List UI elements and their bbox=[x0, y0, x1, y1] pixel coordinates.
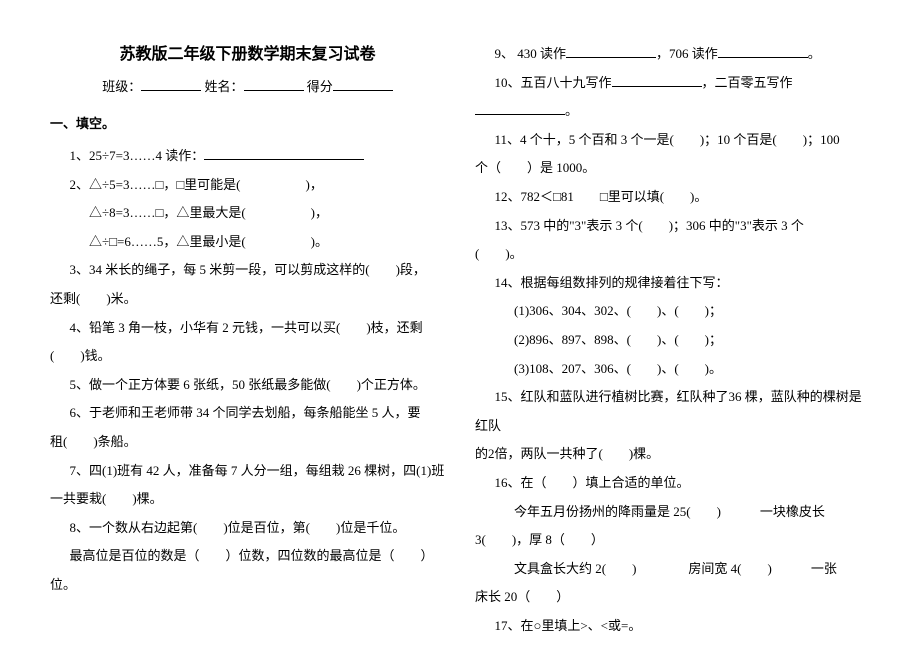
name-blank bbox=[244, 77, 304, 91]
question-13: 13、573 中的"3"表示 3 个( )；306 中的"3"表示 3 个 bbox=[475, 212, 870, 241]
header-fields: 班级： 姓名： 得分 bbox=[50, 76, 445, 95]
q10-blank1 bbox=[612, 73, 702, 87]
right-column: 9、 430 读作，706 读作。 10、五百八十九写作，二百零五写作。 11、… bbox=[475, 40, 870, 610]
score-label: 得分 bbox=[307, 79, 333, 94]
question-6b: 租( )条船。 bbox=[50, 428, 445, 457]
question-7b: 一共要栽( )棵。 bbox=[50, 485, 445, 514]
question-2c: △÷□=6……5，△里最小是( )。 bbox=[50, 228, 445, 257]
exam-title: 苏教版二年级下册数学期末复习试卷 bbox=[50, 40, 445, 64]
question-14: 14、根据每组数排列的规律接着往下写： bbox=[475, 269, 870, 298]
question-14a: (1)306、304、302、( )、( )； bbox=[475, 297, 870, 326]
question-16: 16、在（ ）填上合适的单位。 bbox=[475, 469, 870, 498]
score-blank bbox=[333, 77, 393, 91]
question-2b: △÷8=3……□，△里最大是( )， bbox=[50, 199, 445, 228]
question-3: 3、34 米长的绳子，每 5 米剪一段，可以剪成这样的( )段， bbox=[50, 256, 445, 285]
question-6: 6、于老师和王老师带 34 个同学去划船，每条船能坐 5 人，要 bbox=[50, 399, 445, 428]
question-9: 9、 430 读作 ，706 读作 。 bbox=[475, 40, 870, 69]
class-label: 班级： bbox=[102, 79, 141, 94]
name-label: 姓名： bbox=[204, 79, 243, 94]
question-12: 12、782＜□81 □里可以填( )。 bbox=[475, 183, 870, 212]
class-blank bbox=[141, 77, 201, 91]
question-10: 10、五百八十九写作 ，二百零五写作。 bbox=[475, 69, 870, 126]
question-16a2: 3( )，厚 8（ ） bbox=[475, 526, 870, 555]
q9-text1: 9、 430 读作 bbox=[495, 46, 567, 61]
q1-text: 1、25÷7=3……4 读作： bbox=[70, 148, 205, 163]
question-8c: 位。 bbox=[50, 571, 445, 600]
q9-blank1 bbox=[566, 44, 656, 58]
question-8b: 最高位是百位的数是（ ）位数，四位数的最高位是（ ） bbox=[50, 542, 445, 571]
question-15: 15、红队和蓝队进行植树比赛，红队种了36 棵，蓝队种的棵树是红队 bbox=[475, 383, 870, 440]
question-11: 11、4 个十，5 个百和 3 个一是( )；10 个百是( )；100 bbox=[475, 126, 870, 155]
question-4: 4、铅笔 3 角一枝，小华有 2 元钱，一共可以买( )枝，还剩 bbox=[50, 314, 445, 343]
question-4b: ( )钱。 bbox=[50, 342, 445, 371]
q9-text2: ，706 读作 bbox=[656, 46, 718, 61]
question-16b: 文具盒长大约 2( ) 房间宽 4( ) 一张 bbox=[475, 555, 870, 584]
question-8: 8、一个数从右边起第( )位是百位，第( )位是千位。 bbox=[50, 514, 445, 543]
question-1: 1、25÷7=3……4 读作： bbox=[50, 142, 445, 171]
question-16b2: 床长 20（ ） bbox=[475, 583, 870, 612]
q10-blank2 bbox=[475, 101, 565, 115]
q10-text2: ，二百零五写作 bbox=[702, 75, 793, 90]
question-11b: 个（ ）是 1000。 bbox=[475, 154, 870, 183]
question-14b: (2)896、897、898、( )、( )； bbox=[475, 326, 870, 355]
question-14c: (3)108、207、306、( )、( )。 bbox=[475, 355, 870, 384]
section-1-title: 一、填空。 bbox=[50, 113, 445, 132]
question-3b: 还剩( )米。 bbox=[50, 285, 445, 314]
q10-text3: 。 bbox=[565, 103, 578, 118]
question-13b: ( )。 bbox=[475, 240, 870, 269]
question-2a: 2、△÷5=3……□，□里可能是( )， bbox=[50, 171, 445, 200]
question-16a: 今年五月份扬州的降雨量是 25( ) 一块橡皮长 bbox=[475, 498, 870, 527]
question-5: 5、做一个正方体要 6 张纸，50 张纸最多能做( )个正方体。 bbox=[50, 371, 445, 400]
q9-blank2 bbox=[718, 44, 808, 58]
question-17: 17、在○里填上>、<或=。 bbox=[475, 612, 870, 641]
question-7: 7、四(1)班有 42 人，准备每 7 人分一组，每组栽 26 棵树，四(1)班 bbox=[50, 457, 445, 486]
question-15b: 的2倍，两队一共种了( )棵。 bbox=[475, 440, 870, 469]
q9-text3: 。 bbox=[808, 46, 821, 61]
left-column: 苏教版二年级下册数学期末复习试卷 班级： 姓名： 得分 一、填空。 1、25÷7… bbox=[50, 40, 445, 610]
q10-text1: 10、五百八十九写作 bbox=[495, 75, 612, 90]
q1-blank bbox=[204, 146, 364, 160]
